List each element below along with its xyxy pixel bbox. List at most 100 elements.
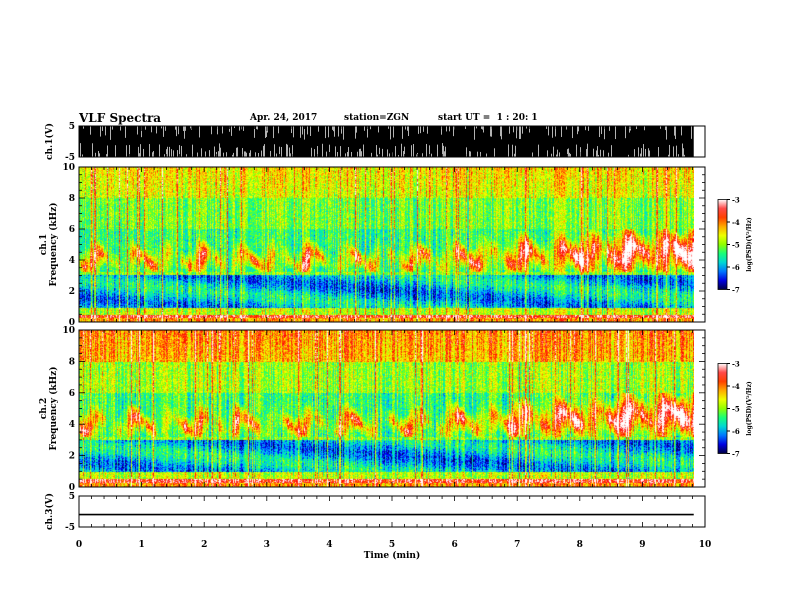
ch1-waveform-gap bbox=[648, 148, 649, 157]
ch1-waveform-gap bbox=[307, 126, 308, 135]
ch1-waveform-gap bbox=[233, 152, 234, 157]
ch1-waveform-gap bbox=[629, 126, 630, 133]
ch1-waveform-gap bbox=[516, 126, 517, 139]
ch1-waveform-gap bbox=[360, 148, 361, 157]
ch1-waveform-gap bbox=[176, 126, 177, 137]
ch1-waveform-gap bbox=[281, 146, 282, 157]
ch1-waveform-gap bbox=[335, 146, 336, 157]
ch1-waveform-gap bbox=[232, 154, 233, 157]
ch1-waveform-gap bbox=[250, 150, 251, 157]
ch1-waveform-gap bbox=[586, 149, 587, 157]
colorbar-tick-label: -5 bbox=[732, 405, 740, 414]
ch1-waveform-gap bbox=[466, 147, 467, 157]
ch1-waveform-gap bbox=[199, 126, 200, 138]
ch2-spectrogram-frame bbox=[78, 329, 706, 488]
ch1-waveform-gap bbox=[509, 126, 510, 134]
x-tick-label: 3 bbox=[264, 540, 270, 550]
ch1-waveform-gap bbox=[552, 126, 553, 138]
ch1-waveform-gap bbox=[218, 151, 219, 157]
ch1-waveform-gap bbox=[444, 151, 445, 157]
ch1-waveform-gap bbox=[379, 147, 380, 157]
ch1-waveform-gap bbox=[115, 145, 116, 157]
ch1-waveform-gap bbox=[185, 126, 186, 131]
ch1-waveform-gap bbox=[291, 126, 292, 134]
y-tick-label: 2 bbox=[69, 452, 75, 462]
ch1-waveform-gap bbox=[329, 144, 330, 157]
colorbar-tick-label: -7 bbox=[732, 286, 740, 295]
ch1-waveform-gap bbox=[267, 126, 268, 133]
ch1-waveform-gap bbox=[453, 126, 454, 137]
ch1-waveform-gap bbox=[407, 126, 408, 131]
ch1-waveform-gap bbox=[398, 154, 399, 157]
y-tick-label: 8 bbox=[69, 357, 75, 367]
ch1-waveform-gap bbox=[660, 126, 661, 129]
ch1-waveform-gap bbox=[311, 147, 312, 157]
colorbar-tick-label: -7 bbox=[732, 450, 740, 459]
ch1-waveform-gap bbox=[446, 126, 447, 132]
x-tick-label: 8 bbox=[577, 540, 583, 550]
x-tick-label: 7 bbox=[514, 540, 520, 550]
ch1-waveform-gap bbox=[340, 146, 341, 157]
ch1-waveform-gap bbox=[278, 126, 279, 134]
ch1-waveform-gap bbox=[112, 126, 113, 130]
ch1-waveform-gap bbox=[317, 146, 318, 157]
ch1-waveform-gap bbox=[125, 126, 126, 138]
ch1-waveform-gap bbox=[364, 126, 365, 131]
ch1-waveform-gap bbox=[401, 143, 402, 157]
ch1-waveform-gap bbox=[666, 126, 667, 140]
ch1-waveform-gap bbox=[684, 154, 685, 157]
ch1-waveform-gap bbox=[588, 126, 589, 131]
y-tick-label: 0 bbox=[69, 318, 75, 328]
ch1-waveform-gap bbox=[345, 153, 346, 157]
ch1-waveform-gap bbox=[343, 126, 344, 140]
ch1-waveform-gap bbox=[289, 147, 290, 157]
ch1-waveform-gap bbox=[190, 126, 191, 129]
ch1-waveform-gap bbox=[387, 149, 388, 157]
ch1-waveform-gap bbox=[426, 143, 427, 157]
ch1-waveform-gap bbox=[673, 146, 674, 157]
ch1-waveform-gap bbox=[245, 151, 246, 157]
ch1-waveform-gap bbox=[265, 126, 266, 138]
ch1-waveform-gap bbox=[356, 126, 357, 133]
ch1-waveform-gap bbox=[522, 126, 523, 134]
ch1-waveform-gap bbox=[395, 146, 396, 157]
ch1-waveform-gap bbox=[220, 147, 221, 157]
ch1-waveform-gap bbox=[255, 152, 256, 157]
ch1-waveform-gap bbox=[186, 154, 187, 157]
ch1-waveform-gap bbox=[197, 152, 198, 157]
ch1-waveform-gap bbox=[567, 149, 568, 157]
ch1-waveform-gap bbox=[625, 126, 626, 139]
ch1-waveform-gap bbox=[333, 126, 334, 132]
colorbar-tick-label: -5 bbox=[732, 241, 740, 250]
ch1-waveform-gap bbox=[382, 148, 383, 157]
ch1-waveform-gap bbox=[443, 145, 444, 157]
ch1-waveform-gap bbox=[140, 144, 141, 157]
ch1-waveform-gap bbox=[682, 143, 683, 157]
station-label: station=ZGN bbox=[344, 113, 410, 123]
ch1-waveform-gap bbox=[355, 126, 356, 139]
ch1-frequency-ylabel: Frequency (kHz) bbox=[48, 202, 59, 286]
ch1-waveform-gap bbox=[249, 152, 250, 157]
ch1-waveform-gap bbox=[145, 126, 146, 130]
ch1-waveform-gap bbox=[178, 126, 179, 135]
ch1-waveform-gap bbox=[300, 126, 301, 138]
ch1-waveform-gap bbox=[192, 144, 193, 157]
ch1-waveform-gap bbox=[338, 126, 339, 137]
ch1-waveform-gap bbox=[408, 126, 409, 137]
ch1-waveform-gap bbox=[334, 126, 335, 137]
ch1-waveform-gap bbox=[526, 126, 527, 129]
ch1-waveform-gap bbox=[326, 151, 327, 157]
ch1-waveform-gap bbox=[110, 126, 111, 140]
ch1-waveform-gap bbox=[258, 153, 259, 157]
ch1-waveform-ylabel: ch.1(V) bbox=[44, 123, 55, 160]
ch1-waveform-gap bbox=[143, 148, 144, 157]
ch1-waveform-gap bbox=[348, 147, 349, 157]
ch1-waveform-gap bbox=[474, 126, 475, 140]
ch1-waveform-gap bbox=[237, 147, 238, 157]
ch1-waveform-gap bbox=[328, 126, 329, 138]
ch1-waveform-gap bbox=[279, 146, 280, 157]
ch1-waveform-gap bbox=[423, 126, 424, 132]
ch1-waveform-gap bbox=[555, 126, 556, 137]
ch1-waveform-gap bbox=[175, 126, 176, 130]
y-tick-label: 4 bbox=[69, 420, 75, 430]
